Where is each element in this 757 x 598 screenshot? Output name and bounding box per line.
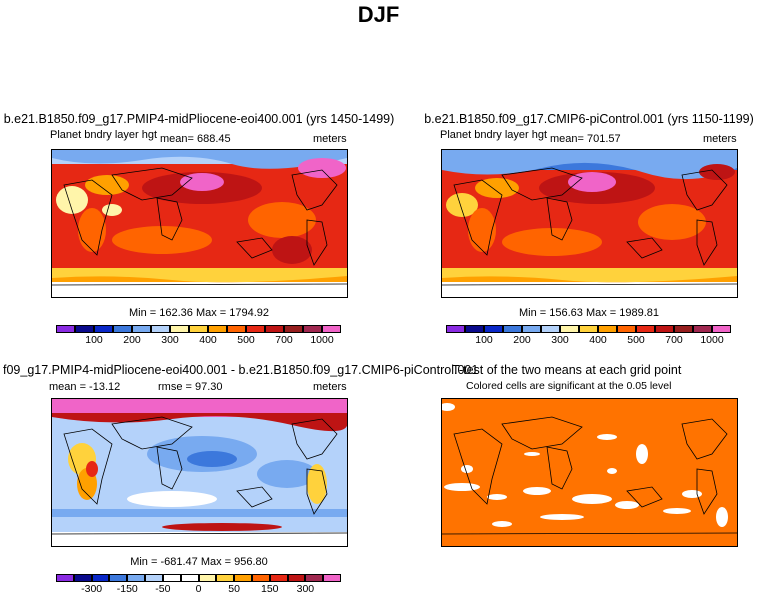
panel4-map xyxy=(441,398,738,547)
colorbar-swatch xyxy=(693,325,712,333)
colorbar-swatch xyxy=(522,325,541,333)
colorbar-swatch xyxy=(617,325,636,333)
colorbar-swatch xyxy=(265,325,284,333)
colorbar-tick-label: 300 xyxy=(296,583,315,595)
colorbar-swatch xyxy=(251,574,270,582)
panel3-minmax: Min = -681.47 Max = 956.80 xyxy=(130,556,268,568)
colorbar-swatch xyxy=(269,574,288,582)
colorbar-swatch xyxy=(227,325,246,333)
colorbar-swatch xyxy=(446,325,465,333)
colorbar-swatch xyxy=(208,325,227,333)
panel1-title: b.e21.B1850.f09_g17.PMIP4-midPliocene-eo… xyxy=(3,112,395,126)
colorbar-tick-label: 500 xyxy=(237,334,255,346)
main-title: DJF xyxy=(357,2,400,27)
panel2-variable-label: Planet bndry layer hgt xyxy=(440,129,548,141)
panel2-minmax: Min = 156.63 Max = 1989.81 xyxy=(518,307,660,319)
colorbar-swatch xyxy=(56,574,74,582)
panel1-colorbar-ticks: 100 200 300 400 500 700 1000 xyxy=(56,334,341,348)
colorbar-swatch xyxy=(303,325,322,333)
colorbar-swatch xyxy=(636,325,655,333)
panel3-rmse-label: rmse = 97.30 xyxy=(158,381,223,393)
colorbar-tick-label: 400 xyxy=(589,334,607,346)
colorbar-swatch xyxy=(287,574,306,582)
panel3-units-label: meters xyxy=(313,381,347,393)
panel1-units-label: meters xyxy=(313,133,347,145)
colorbar-tick-label: 100 xyxy=(475,334,493,346)
colorbar-swatch xyxy=(234,574,252,582)
colorbar-tick-label: 1000 xyxy=(310,334,334,346)
colorbar-swatch xyxy=(712,325,731,333)
colorbar-swatch xyxy=(145,574,163,582)
panel2-map-svg xyxy=(442,150,737,297)
colorbar-tick-label: 100 xyxy=(85,334,103,346)
panel2-units-label: meters xyxy=(703,133,737,145)
colorbar-tick-label: 150 xyxy=(260,583,279,595)
panel3-colorbar xyxy=(56,574,341,582)
panel4-title: T-test of the two means at each grid poi… xyxy=(452,363,682,377)
colorbar-tick-label: 1000 xyxy=(700,334,724,346)
panel1-map-svg xyxy=(52,150,347,297)
colorbar-swatch xyxy=(162,574,181,582)
colorbar-swatch xyxy=(598,325,617,333)
colorbar-swatch xyxy=(170,325,189,333)
panel2-map xyxy=(441,149,738,298)
colorbar-swatch xyxy=(75,325,94,333)
colorbar-swatch xyxy=(189,325,208,333)
colorbar-swatch xyxy=(541,325,560,333)
colorbar-tick-label: -50 xyxy=(155,583,171,595)
panel2-colorbar-ticks: 100 200 300 400 500 700 1000 xyxy=(446,334,731,348)
panel3-mean-label: mean = -13.12 xyxy=(49,381,121,393)
colorbar-tick-label: 400 xyxy=(199,334,217,346)
colorbar-swatch xyxy=(323,574,341,582)
colorbar-tick-label: 200 xyxy=(123,334,141,346)
colorbar-tick-label: 700 xyxy=(665,334,683,346)
panel3-title: f09_g17.PMIP4-midPliocene-eoi400.001 - b… xyxy=(3,363,479,377)
colorbar-tick-label: -150 xyxy=(116,583,138,595)
colorbar-swatch xyxy=(198,574,217,582)
panel2-mean-label: mean= 701.57 xyxy=(550,133,621,145)
panel1-colorbar xyxy=(56,325,341,333)
colorbar-swatch xyxy=(305,574,324,582)
colorbar-tick-label: 200 xyxy=(513,334,531,346)
colorbar-swatch xyxy=(132,325,151,333)
colorbar-swatch xyxy=(465,325,484,333)
colorbar-swatch xyxy=(655,325,674,333)
colorbar-tick-label: 300 xyxy=(551,334,569,346)
panel4-map-svg xyxy=(442,399,737,546)
colorbar-swatch xyxy=(109,574,128,582)
panel1-mean-label: mean= 688.45 xyxy=(160,133,231,145)
colorbar-swatch xyxy=(484,325,503,333)
colorbar-swatch xyxy=(113,325,132,333)
panel1-variable-label: Planet bndry layer hgt xyxy=(50,129,158,141)
panel1-map xyxy=(51,149,348,298)
colorbar-swatch xyxy=(246,325,265,333)
panel3-map xyxy=(51,398,348,547)
colorbar-swatch xyxy=(579,325,598,333)
colorbar-swatch xyxy=(127,574,146,582)
colorbar-swatch xyxy=(322,325,341,333)
colorbar-swatch xyxy=(674,325,693,333)
colorbar-swatch xyxy=(73,574,92,582)
colorbar-swatch xyxy=(560,325,579,333)
colorbar-tick-label: 500 xyxy=(627,334,645,346)
colorbar-tick-label: 300 xyxy=(161,334,179,346)
colorbar-tick-label: 700 xyxy=(275,334,293,346)
colorbar-swatch xyxy=(180,574,199,582)
colorbar-swatch xyxy=(151,325,170,333)
panel3-colorbar-ticks: -300 -150 -50 0 50 150 300 xyxy=(56,583,341,597)
panel3-map-svg xyxy=(52,399,347,546)
colorbar-swatch xyxy=(503,325,522,333)
panel4-subtitle: Colored cells are significant at the 0.0… xyxy=(466,380,672,392)
panel1-minmax: Min = 162.36 Max = 1794.92 xyxy=(128,307,270,319)
colorbar-tick-label: 50 xyxy=(228,583,240,595)
colorbar-tick-label: -300 xyxy=(81,583,103,595)
colorbar-swatch xyxy=(91,574,110,582)
colorbar-swatch xyxy=(94,325,113,333)
colorbar-swatch xyxy=(56,325,75,333)
colorbar-tick-label: 0 xyxy=(195,583,202,595)
panel2-title: b.e21.B1850.f09_g17.CMIP6-piControl.001 … xyxy=(424,112,754,126)
colorbar-swatch xyxy=(284,325,303,333)
panel2-colorbar xyxy=(446,325,731,333)
colorbar-swatch xyxy=(216,574,235,582)
